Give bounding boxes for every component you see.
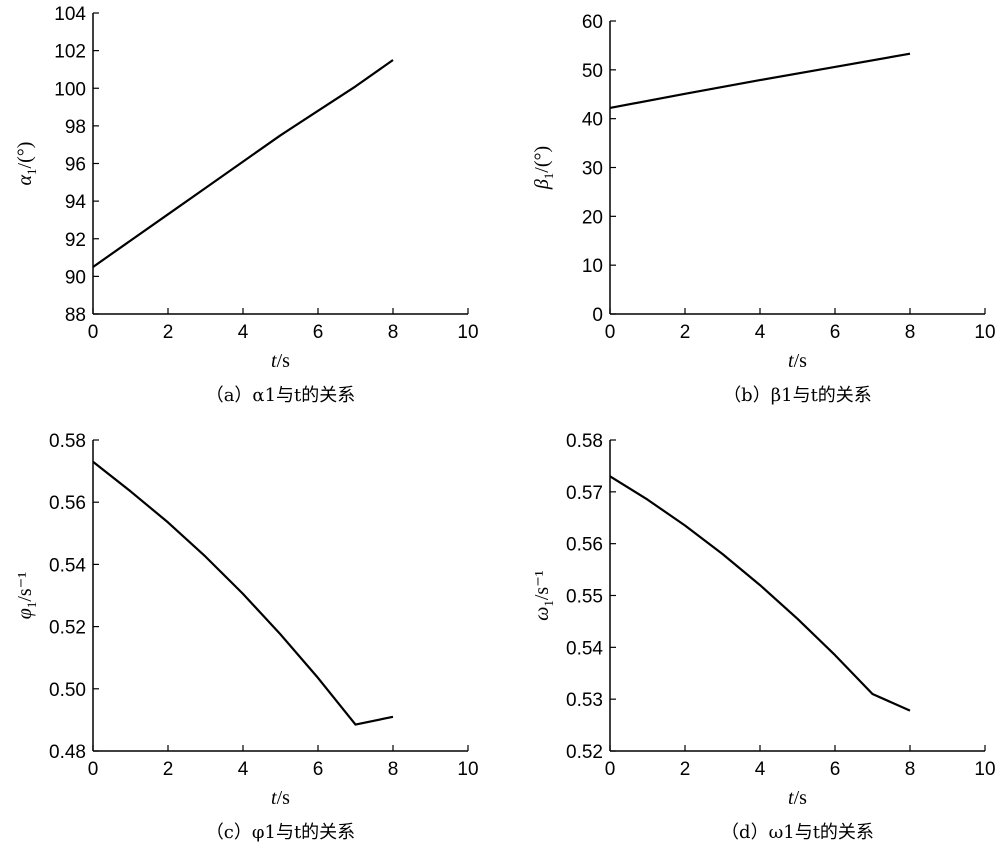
x-axis-label: t/s: [788, 787, 807, 809]
y-tick-label: 0.56: [49, 493, 86, 514]
panel-beta: 0 2 4 6 8 10 0 10 20 30 40 50 60 t/s β1/(°) （b）β1与t的关系: [531, 12, 996, 406]
x-tick-label: 10: [974, 759, 995, 780]
x-tick-label: 6: [313, 322, 324, 343]
series-line-alpha: [92, 59, 394, 268]
x-tick-label: 4: [238, 322, 249, 343]
x-tick-label: 4: [755, 322, 766, 343]
y-tick-label: 0.53: [566, 690, 603, 711]
x-tick-label: 4: [755, 759, 766, 780]
x-tick-label: 10: [974, 322, 995, 343]
y-tick-label: 0.54: [566, 638, 603, 659]
x-axis-label: t/s: [271, 787, 290, 809]
y-tick-label: 10: [582, 256, 603, 277]
y-tick-label: 0.48: [49, 742, 86, 763]
y-tick-label: 0.50: [49, 680, 86, 701]
y-tick-label: 94: [65, 192, 87, 213]
x-axis-label: t/s: [271, 350, 290, 372]
y-tick-label: 0.57: [566, 483, 603, 504]
y-tick-label: 0.56: [566, 535, 603, 556]
y-tick-label: 40: [582, 110, 603, 131]
y-tick-label: 90: [65, 267, 86, 288]
panel-alpha: 0 2 4 6 8 10 88 90 92 94 96 98 100 102 104 t/s α1/(°) （a）…: [14, 4, 479, 406]
y-tick-label: 0.52: [566, 742, 603, 763]
y-axis-label: α1/(°): [14, 142, 39, 186]
y-tick-label: 0: [592, 305, 603, 326]
y-tick-label: 0.58: [49, 431, 86, 452]
panel-omega: 0 2 4 6 8 10 0.52 0.53 0.54 0.55 0.56 0.57 0.58 t/s ω1…: [531, 431, 996, 843]
x-tick-label: 4: [238, 759, 249, 780]
panel-phi: 0 2 4 6 8 10 0.48 0.50 0.52 0.54 0.56 0.58 t/s φ1/s⁻¹…: [14, 431, 479, 843]
y-tick-label: 0.55: [566, 587, 603, 608]
x-tick-label: 2: [163, 759, 174, 780]
x-tick-label: 8: [905, 322, 916, 343]
x-tick-label: 0: [88, 759, 99, 780]
x-tick-label: 0: [605, 322, 616, 343]
x-axis-label: t/s: [788, 350, 807, 372]
panel-caption: （b）β1与t的关系: [723, 385, 872, 406]
panel-caption: （c）φ1与t的关系: [206, 822, 355, 843]
series-line-omega: [609, 475, 911, 712]
x-tick-label: 8: [388, 759, 399, 780]
y-tick-label: 20: [582, 207, 603, 228]
y-tick-label: 0.52: [49, 618, 86, 639]
x-tick-label: 10: [457, 322, 478, 343]
y-axis-label: φ1/s⁻¹: [14, 572, 39, 619]
x-tick-label: 10: [457, 759, 478, 780]
x-tick-label: 6: [313, 759, 324, 780]
y-tick-label: 100: [54, 79, 86, 100]
y-axis-label: β1/(°): [531, 146, 556, 190]
x-tick-label: 8: [388, 322, 399, 343]
y-tick-label: 96: [65, 155, 86, 176]
y-tick-label: 60: [582, 12, 603, 33]
y-axis-label: ω1/s⁻¹: [531, 570, 556, 621]
x-tick-label: 6: [830, 322, 841, 343]
y-tick-label: 0.58: [566, 431, 603, 452]
series-line-beta: [609, 52, 911, 109]
x-tick-label: 8: [905, 759, 916, 780]
x-tick-label: 2: [163, 322, 174, 343]
y-tick-label: 30: [582, 159, 603, 180]
series-line-phi: [92, 460, 394, 726]
x-tick-label: 0: [88, 322, 99, 343]
y-tick-label: 0.54: [49, 555, 86, 576]
panel-caption: （d）ω1与t的关系: [721, 822, 874, 843]
y-tick-label: 98: [65, 117, 86, 138]
y-tick-label: 104: [54, 4, 86, 25]
x-tick-label: 6: [830, 759, 841, 780]
y-tick-label: 88: [65, 305, 86, 326]
x-tick-label: 2: [680, 759, 691, 780]
x-tick-label: 0: [605, 759, 616, 780]
y-tick-label: 92: [65, 230, 86, 251]
y-tick-label: 50: [582, 61, 603, 82]
x-tick-label: 2: [680, 322, 691, 343]
panel-caption: （a）α1与t的关系: [206, 385, 356, 406]
y-tick-label: 102: [54, 42, 86, 63]
